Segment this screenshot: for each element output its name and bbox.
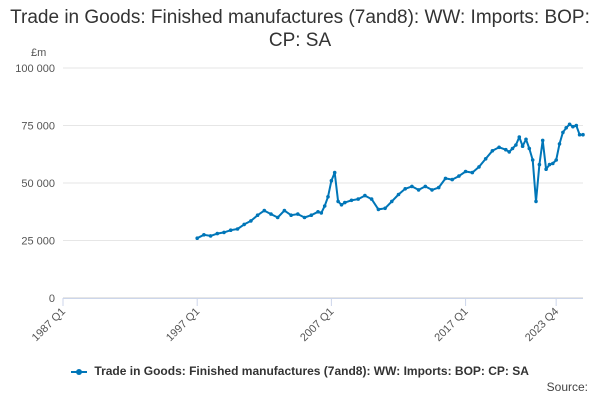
data-point[interactable] <box>343 200 347 205</box>
data-point[interactable] <box>416 188 421 192</box>
data-point[interactable] <box>463 169 468 174</box>
chart-title: Trade in Goods: Finished manufactures (7… <box>10 7 590 51</box>
data-point[interactable] <box>349 198 354 203</box>
data-point[interactable] <box>249 219 253 223</box>
data-point[interactable] <box>490 149 495 153</box>
x-tick-label: 1987 Q1 <box>30 306 68 344</box>
data-point[interactable] <box>557 142 562 146</box>
data-point[interactable] <box>262 208 267 213</box>
data-point[interactable] <box>336 199 340 204</box>
data-point[interactable] <box>319 211 324 215</box>
data-point[interactable] <box>517 135 522 139</box>
data-point[interactable] <box>497 145 501 150</box>
gridlines <box>63 67 583 299</box>
data-point[interactable] <box>376 207 381 212</box>
data-point[interactable] <box>564 126 568 130</box>
data-point[interactable] <box>507 150 512 154</box>
y-tick-label: 0 <box>49 293 55 305</box>
data-point[interactable] <box>363 193 367 198</box>
data-point[interactable] <box>554 158 558 162</box>
x-tick-label: 2017 Q1 <box>432 306 470 344</box>
legend[interactable]: Trade in Goods: Finished manufactures (7… <box>0 364 600 378</box>
data-point[interactable] <box>202 233 206 237</box>
data-point[interactable] <box>242 222 246 227</box>
x-axis: 1987 Q1 1997 Q1 2007 Q1 2017 Q1 2023 Q4 <box>30 298 583 344</box>
data-point[interactable] <box>255 213 260 217</box>
data-point[interactable] <box>282 208 287 213</box>
data-point[interactable] <box>544 167 548 171</box>
data-point[interactable] <box>235 227 240 231</box>
data-point[interactable] <box>430 188 434 192</box>
data-point[interactable] <box>269 212 273 216</box>
data-point[interactable] <box>215 231 220 236</box>
y-axis-unit: £m <box>31 47 47 59</box>
data-point[interactable] <box>332 170 337 175</box>
y-tick-label: 100 000 <box>15 63 55 75</box>
data-point[interactable] <box>296 212 300 216</box>
x-tick-label: 2023 Q4 <box>523 306 561 344</box>
data-point[interactable] <box>309 213 314 217</box>
y-tick-labels: 0 25 000 50 000 75 000 100 000 <box>15 63 55 305</box>
data-point[interactable] <box>577 132 582 137</box>
data-point[interactable] <box>322 204 327 208</box>
data-point[interactable] <box>520 144 525 148</box>
data-point[interactable] <box>208 234 213 238</box>
series-line[interactable] <box>196 123 583 240</box>
legend-label: Trade in Goods: Finished manufactures (7… <box>94 364 529 378</box>
data-point[interactable] <box>530 158 535 162</box>
data-point[interactable] <box>356 197 361 201</box>
legend-line-marker-icon <box>71 367 88 377</box>
data-point[interactable] <box>574 123 579 128</box>
data-point[interactable] <box>443 176 448 181</box>
data-point[interactable] <box>383 206 387 211</box>
data-point[interactable] <box>396 192 401 197</box>
data-point[interactable] <box>195 236 199 240</box>
data-point[interactable] <box>369 197 374 201</box>
data-point[interactable] <box>524 137 528 142</box>
data-point[interactable] <box>510 146 515 151</box>
y-tick-label: 75 000 <box>21 121 55 133</box>
data-point[interactable] <box>551 161 555 166</box>
series-line-group <box>195 122 585 240</box>
data-point[interactable] <box>561 130 565 135</box>
data-point[interactable] <box>410 184 414 189</box>
data-point[interactable] <box>329 178 334 183</box>
data-point[interactable] <box>326 195 330 199</box>
data-point[interactable] <box>403 187 408 191</box>
x-tick-label: 1997 Q1 <box>164 306 202 344</box>
data-point[interactable] <box>289 213 293 217</box>
data-point[interactable] <box>436 185 441 190</box>
data-point[interactable] <box>470 170 475 175</box>
data-point[interactable] <box>275 215 280 220</box>
data-point[interactable] <box>527 146 532 151</box>
data-point[interactable] <box>537 162 542 167</box>
data-point[interactable] <box>514 143 518 147</box>
x-tick-label: 2007 Q1 <box>298 306 336 344</box>
y-tick-label: 25 000 <box>21 236 55 248</box>
data-point[interactable] <box>302 215 307 220</box>
data-point[interactable] <box>540 138 545 143</box>
data-point[interactable] <box>504 147 508 152</box>
data-point[interactable] <box>581 132 585 137</box>
data-point[interactable] <box>228 228 233 232</box>
data-point[interactable] <box>457 174 461 178</box>
y-tick-label: 50 000 <box>21 178 55 190</box>
data-point[interactable] <box>390 199 394 204</box>
data-point[interactable] <box>483 157 488 161</box>
data-point[interactable] <box>547 162 552 167</box>
data-point[interactable] <box>567 122 572 127</box>
data-point[interactable] <box>423 184 428 189</box>
data-point[interactable] <box>339 203 344 207</box>
data-point[interactable] <box>222 230 226 235</box>
data-point[interactable] <box>534 199 538 204</box>
data-point[interactable] <box>477 165 481 169</box>
data-point[interactable] <box>450 177 455 182</box>
source-label: Source: <box>546 380 588 394</box>
data-point[interactable] <box>316 210 320 214</box>
data-point[interactable] <box>571 124 575 129</box>
